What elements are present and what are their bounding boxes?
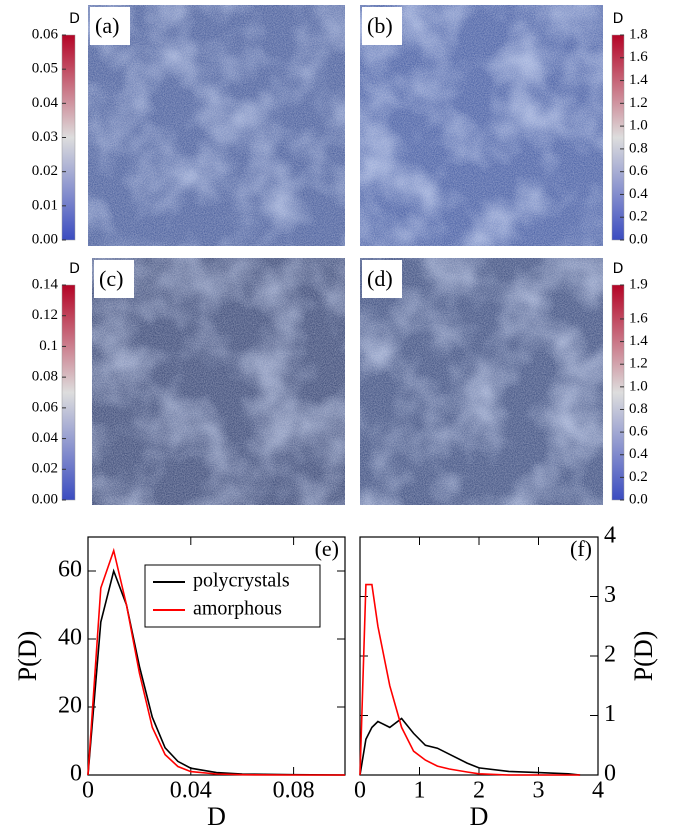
colorbar-tick-label: 1.6 <box>629 49 648 65</box>
colorbar-tick-label: 1.6 <box>629 310 648 326</box>
plot-frame <box>87 536 346 776</box>
legend-label: amorphous <box>193 598 282 620</box>
panel-label: (e) <box>315 536 339 561</box>
colorbar-tick-label: 0.02 <box>32 163 58 179</box>
colorbar-tick-label: 1.4 <box>629 333 648 349</box>
colorbar-tick-label: 0.0 <box>629 231 648 247</box>
series-line <box>359 717 581 776</box>
series-line <box>359 583 581 776</box>
panel-label: (d) <box>367 266 393 291</box>
plot-frame <box>359 536 599 776</box>
y-tick-label: 3 <box>604 582 616 608</box>
colorbar-tick-label: 1.9 <box>629 276 648 292</box>
y-tick-label: 1 <box>604 701 616 727</box>
colorbar-tick-label: 0.00 <box>32 491 58 507</box>
snapshot-texture <box>88 5 345 246</box>
colorbar-tick-label: 0.06 <box>32 26 59 42</box>
snapshot-texture <box>360 5 603 246</box>
x-tick-label: 0 <box>82 778 94 804</box>
colorbar-tick-label: 1.8 <box>629 26 648 42</box>
colorbar-tick-label: 0.01 <box>32 197 58 213</box>
colorbar-tick-label: 0.04 <box>32 95 59 111</box>
colorbar-tick-label: 0.4 <box>629 446 648 462</box>
colorbar-tick-label: 1.0 <box>629 378 648 394</box>
colorbar-tick-label: 0.8 <box>629 401 648 417</box>
y-tick-label: 2 <box>604 642 616 668</box>
x-tick-label: 0.04 <box>170 778 212 804</box>
colorbar-tick-label: 1.2 <box>629 356 648 372</box>
colorbar-tick-label: 0.05 <box>32 61 58 77</box>
colorbar-tick-label: 0.03 <box>32 129 58 145</box>
colorbar-tick-label: 0.02 <box>32 461 58 477</box>
x-axis-label: D <box>470 802 489 831</box>
colorbar-tick-label: 0.4 <box>629 186 648 202</box>
colorbar-tick-label: 0.0 <box>629 491 648 507</box>
colorbar <box>611 284 625 501</box>
y-tick-label: 0 <box>604 761 616 787</box>
colorbar-tick-label: 0.6 <box>629 424 648 440</box>
colorbar-tick-label: 0.6 <box>629 163 648 179</box>
colorbar-title: D <box>613 11 624 27</box>
legend-box <box>144 564 321 628</box>
x-axis-label: D <box>207 802 226 831</box>
colorbar-tick-label: 0.1 <box>39 338 58 354</box>
legend-label: polycrystals <box>193 570 290 592</box>
colorbar-tick-label: 0.12 <box>32 307 58 323</box>
x-tick-label: 0 <box>354 778 366 804</box>
colorbar-tick-label: 0.00 <box>32 231 58 247</box>
colorbar-tick-label: 1.0 <box>629 118 648 134</box>
label-box <box>90 7 130 45</box>
colorbar-tick-label: 0.14 <box>32 276 59 292</box>
panel-label: (a) <box>95 13 119 38</box>
y-tick-label: 0 <box>70 761 82 787</box>
y-tick-label: 40 <box>58 625 82 651</box>
colorbar-tick-label: 1.2 <box>629 95 648 111</box>
colorbar <box>61 284 76 501</box>
colorbar-title: D <box>613 261 624 277</box>
panel-label: (c) <box>99 266 123 291</box>
x-tick-label: 4 <box>592 778 604 804</box>
x-tick-label: 2 <box>473 778 485 804</box>
label-box <box>362 7 402 45</box>
panel-label: (f) <box>570 536 592 561</box>
x-tick-label: 3 <box>533 778 545 804</box>
x-tick-label: 1 <box>414 778 426 804</box>
y-tick-label: 4 <box>604 523 616 549</box>
snapshot-texture <box>92 258 345 505</box>
colorbar-tick-label: 0.8 <box>629 140 648 156</box>
label-box <box>94 260 134 298</box>
colorbar-tick-label: 0.2 <box>629 469 648 485</box>
colorbar-tick-label: 0.08 <box>32 369 58 385</box>
series-line <box>87 547 345 776</box>
colorbar-title: D <box>69 261 80 277</box>
y-axis-label: P(D) <box>13 631 42 682</box>
x-tick-label: 0.08 <box>273 778 315 804</box>
colorbar-tick-label: 1.4 <box>629 72 648 88</box>
panel-label: (b) <box>367 13 393 38</box>
colorbar-tick-label: 0.04 <box>32 430 59 446</box>
y-tick-label: 60 <box>58 557 82 583</box>
colorbar <box>611 34 625 241</box>
colorbar-tick-label: 0.06 <box>32 399 59 415</box>
snapshot-texture <box>360 258 603 505</box>
colorbar-title: D <box>69 11 80 27</box>
y-tick-label: 20 <box>58 693 82 719</box>
label-box <box>362 260 402 298</box>
colorbar-tick-label: 0.2 <box>629 209 648 225</box>
y-axis-label: P(D) <box>629 631 658 682</box>
